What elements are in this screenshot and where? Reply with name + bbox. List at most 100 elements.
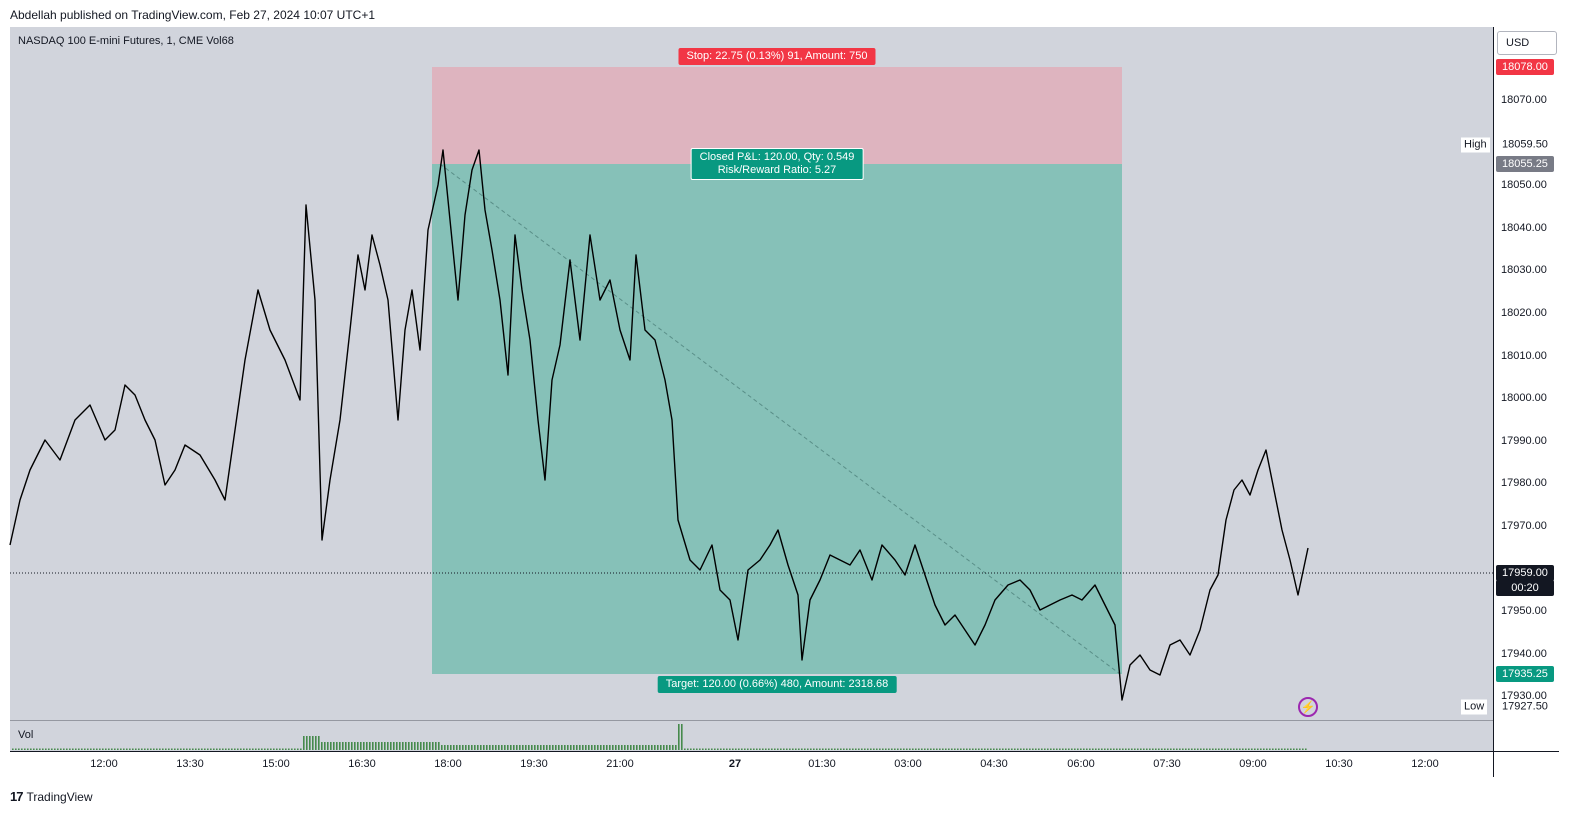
volume-bar	[60, 748, 62, 750]
time-tick: 06:00	[1067, 758, 1095, 770]
currency-selector[interactable]: USD	[1497, 31, 1557, 55]
volume-bar	[282, 748, 284, 750]
volume-bar	[51, 748, 53, 750]
volume-bar	[420, 742, 422, 750]
volume-bar	[444, 745, 446, 750]
volume-bar	[612, 745, 614, 750]
volume-bar	[381, 742, 383, 750]
volume-bar	[369, 742, 371, 750]
volume-bar	[339, 742, 341, 750]
volume-bar	[186, 748, 188, 750]
volume-bar	[12, 748, 14, 750]
volume-bar	[762, 748, 764, 750]
volume-bar	[861, 748, 863, 750]
volume-bar	[234, 748, 236, 750]
footer-brand[interactable]: 17 TradingView	[10, 789, 93, 804]
volume-bar	[1272, 748, 1274, 750]
volume-bar	[738, 748, 740, 750]
time-tick: 07:30	[1153, 758, 1181, 770]
volume-bar	[813, 748, 815, 750]
volume-bar	[177, 748, 179, 750]
time-tick: 12:00	[90, 758, 118, 770]
volume-bar	[924, 748, 926, 750]
volume-bar	[1257, 748, 1259, 750]
stop-label[interactable]: Stop: 22.75 (0.13%) 91, Amount: 750	[678, 48, 876, 65]
price-tick: 18010.00	[1501, 349, 1547, 362]
lightning-bolt-icon[interactable]: ⚡	[1298, 697, 1318, 717]
volume-bar	[645, 745, 647, 750]
volume-bar	[816, 748, 818, 750]
volume-bar	[204, 748, 206, 750]
volume-bar	[93, 748, 95, 750]
volume-bar	[780, 748, 782, 750]
volume-bar	[132, 748, 134, 750]
volume-bar	[960, 748, 962, 750]
volume-bar	[36, 748, 38, 750]
volume-bar	[1044, 748, 1046, 750]
time-tick: 04:30	[980, 758, 1008, 770]
volume-bar	[201, 748, 203, 750]
volume-bar	[1071, 748, 1073, 750]
stop-loss-zone	[432, 67, 1122, 164]
volume-bar	[285, 748, 287, 750]
volume-bar	[900, 748, 902, 750]
volume-bar	[720, 748, 722, 750]
volume-bar	[852, 748, 854, 750]
volume-bar	[138, 748, 140, 750]
volume-bar	[1302, 748, 1304, 750]
volume-pane[interactable]	[10, 720, 1493, 751]
volume-bar	[1275, 748, 1277, 750]
volume-bar	[858, 748, 860, 750]
volume-bar	[1152, 748, 1154, 750]
volume-bar	[312, 736, 314, 750]
volume-bar	[414, 742, 416, 750]
time-axis[interactable]	[10, 751, 1559, 777]
volume-bar	[591, 745, 593, 750]
volume-bar	[648, 745, 650, 750]
volume-bar	[1029, 748, 1031, 750]
volume-bar	[516, 745, 518, 750]
volume-bar	[771, 748, 773, 750]
volume-bar	[981, 748, 983, 750]
target-label[interactable]: Target: 120.00 (0.66%) 480, Amount: 2318…	[657, 676, 897, 693]
volume-bar	[417, 742, 419, 750]
volume-bar	[654, 745, 656, 750]
volume-bar	[303, 736, 305, 750]
volume-bar	[936, 748, 938, 750]
volume-bar	[498, 745, 500, 750]
volume-bar	[552, 745, 554, 750]
volume-legend[interactable]: Vol	[18, 729, 34, 741]
volume-bar	[1260, 748, 1262, 750]
volume-bar	[891, 748, 893, 750]
volume-bar	[876, 748, 878, 750]
volume-bar	[558, 745, 560, 750]
volume-bar	[33, 748, 35, 750]
volume-bar	[1023, 748, 1025, 750]
volume-bar	[930, 748, 932, 750]
volume-bar	[84, 748, 86, 750]
volume-bar	[879, 748, 881, 750]
volume-bar	[561, 745, 563, 750]
volume-bar	[78, 748, 80, 750]
volume-bar	[633, 745, 635, 750]
volume-bar	[537, 745, 539, 750]
volume-bar	[1281, 748, 1283, 750]
pnl-label[interactable]: Closed P&L: 120.00, Qty: 0.549 Risk/Rewa…	[690, 148, 864, 180]
volume-bar	[603, 745, 605, 750]
volume-bar	[663, 745, 665, 750]
volume-bar	[495, 745, 497, 750]
volume-bar	[183, 748, 185, 750]
volume-bar	[1089, 748, 1091, 750]
volume-bar	[828, 748, 830, 750]
volume-bar	[42, 748, 44, 750]
axis-corner	[1493, 751, 1494, 777]
volume-bar	[759, 748, 761, 750]
symbol-legend[interactable]: NASDAQ 100 E-mini Futures, 1, CME Vol68	[18, 35, 234, 47]
volume-bar	[246, 748, 248, 750]
volume-bar	[90, 748, 92, 750]
volume-bar	[1113, 748, 1115, 750]
volume-bar	[888, 748, 890, 750]
volume-bar	[702, 748, 704, 750]
volume-bar	[990, 748, 992, 750]
volume-bar	[45, 748, 47, 750]
